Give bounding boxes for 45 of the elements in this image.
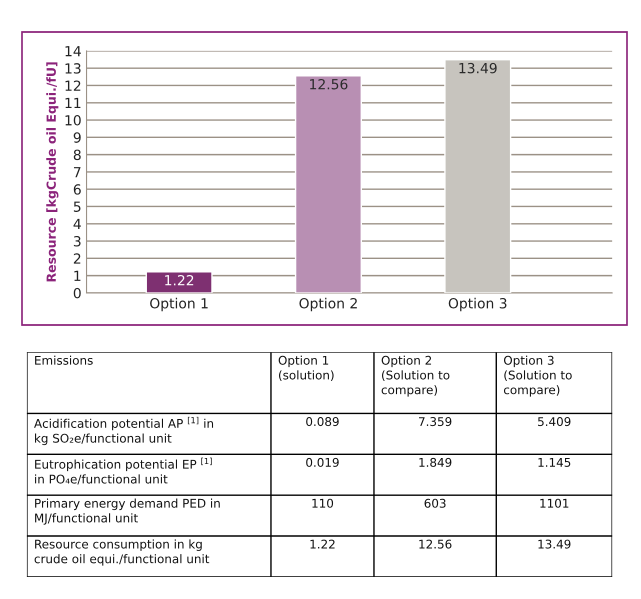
text: 7.359 xyxy=(419,417,452,426)
text: Option 3 (Solution to compare) xyxy=(504,356,572,397)
text: 13.49 xyxy=(538,540,570,549)
y-tick-label: 7 xyxy=(74,167,80,178)
text: 110 xyxy=(312,498,334,508)
text: Eutrophication potential EP $^{[1]}$ in PO₄e/functional unit xyxy=(35,458,212,485)
y-tick-label: 12 xyxy=(66,80,80,91)
data-label: 1.22 xyxy=(165,274,194,286)
bar xyxy=(294,75,362,293)
text: Resource consumption in kg crude oil equi./functional unit xyxy=(34,539,210,566)
x-tick-label: Option 2 xyxy=(299,298,357,312)
text: Option 2 (Solution to compare) xyxy=(382,356,450,397)
text: Acidification potential AP $^{[1]}$ in kg SO₂e/functional unit xyxy=(34,416,214,446)
x-tick-label: Option 1 xyxy=(150,298,208,312)
text: 0.019 xyxy=(306,458,339,467)
y-tick-label: 4 xyxy=(74,218,81,230)
text: Primary energy demand PED in MJ/functional unit xyxy=(35,498,220,525)
x-tick-label: Option 3 xyxy=(448,298,506,312)
y-axis-title: Resource [kgCrude oil Equi./fU] xyxy=(46,62,58,282)
text: 0.089 xyxy=(306,417,339,426)
text: 5.409 xyxy=(538,417,570,426)
text: 1101 xyxy=(540,498,568,508)
y-tick-label: 13 xyxy=(66,63,81,74)
y-tick-label: 1 xyxy=(74,270,80,281)
bar xyxy=(146,271,213,293)
y-tick-label: 8 xyxy=(74,150,81,160)
y-tick-label: 0 xyxy=(74,288,81,298)
y-tick-label: 10 xyxy=(66,115,81,126)
data-label: 13.49 xyxy=(459,62,497,74)
y-tick-label: 14 xyxy=(66,46,81,56)
text: 1.145 xyxy=(538,458,570,467)
text: 603 xyxy=(424,498,446,508)
text: Emissions xyxy=(35,356,93,365)
text: Option 1 (solution) xyxy=(278,356,334,381)
text: 12.56 xyxy=(419,540,452,549)
bar xyxy=(444,59,512,293)
text: 1.849 xyxy=(419,458,452,467)
text: 1.22 xyxy=(310,540,335,548)
y-tick-label: 6 xyxy=(74,184,81,195)
y-tick-label: 5 xyxy=(74,202,80,212)
y-tick-label: 2 xyxy=(74,253,80,264)
y-tick-label: 9 xyxy=(74,132,81,143)
y-tick-label: 3 xyxy=(74,236,81,247)
y-tick-label: 11 xyxy=(66,98,80,108)
data-label: 12.56 xyxy=(310,78,348,90)
